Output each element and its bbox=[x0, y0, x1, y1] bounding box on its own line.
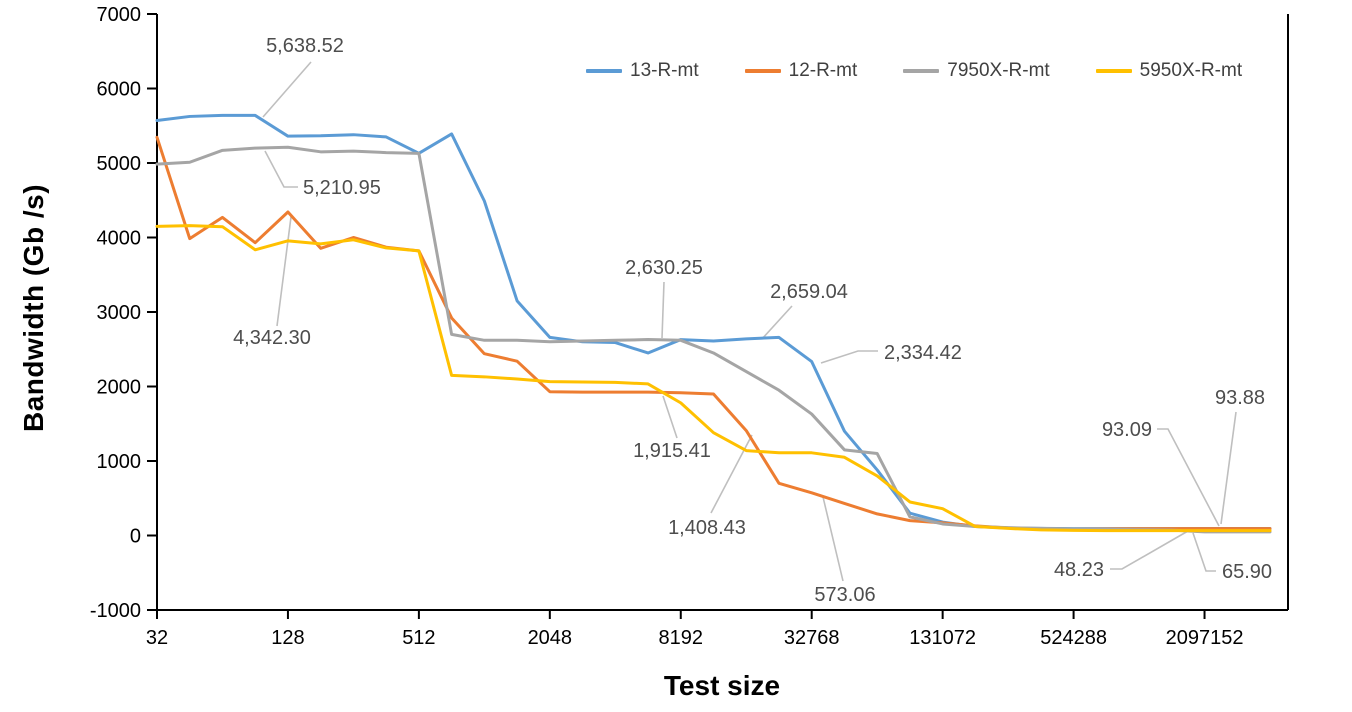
legend-line-swatch bbox=[744, 69, 781, 73]
legend-item-13-r-mt: 13-R-mt bbox=[586, 60, 699, 82]
annotation-leader-line bbox=[1192, 532, 1216, 572]
data-label: 2,630.25 bbox=[625, 257, 703, 279]
x-tick-label: 131072 bbox=[909, 627, 976, 649]
legend-item-12-r-mt: 12-R-mt bbox=[744, 60, 858, 82]
data-label: 93.09 bbox=[1102, 419, 1152, 441]
annotation-leader-line bbox=[276, 216, 292, 327]
data-label: 573.06 bbox=[814, 584, 875, 606]
x-tick-label: 32768 bbox=[784, 627, 840, 649]
data-label: 93.88 bbox=[1215, 387, 1265, 409]
annotation-leader-line bbox=[661, 281, 665, 339]
y-tick-label: 4000 bbox=[97, 228, 142, 250]
annotation-leader-line bbox=[1220, 411, 1237, 525]
legend-line-swatch bbox=[586, 69, 622, 73]
annotation-leader-line bbox=[761, 305, 793, 340]
legend-label: 7950X-R-mt bbox=[947, 60, 1050, 81]
y-tick-label: 7000 bbox=[97, 4, 142, 26]
legend-item-5950x-r-mt: 5950X-R-mt bbox=[1095, 60, 1243, 82]
y-tick-label: 2000 bbox=[97, 377, 142, 399]
legend: 13-R-mt 12-R-mt 7950X-R-mt 5950X-R-mt bbox=[586, 60, 1242, 82]
legend-item-7950x-r-mt: 7950X-R-mt bbox=[903, 60, 1050, 82]
x-tick-label: 2097152 bbox=[1166, 627, 1244, 649]
x-axis-title: Test size bbox=[663, 670, 781, 701]
x-tick-label: 524288 bbox=[1040, 627, 1107, 649]
annotation-leader-line bbox=[662, 395, 678, 439]
annotation-leader-line bbox=[262, 61, 312, 118]
legend-label: 12-R-mt bbox=[788, 60, 858, 81]
x-tick-label: 32 bbox=[146, 627, 168, 649]
annotation-leader-line bbox=[822, 496, 844, 582]
y-tick-label: 3000 bbox=[97, 302, 142, 324]
data-label: 48.23 bbox=[1054, 559, 1104, 581]
y-tick-label: 5000 bbox=[97, 153, 142, 175]
annotation-leader-line bbox=[264, 150, 298, 188]
data-label: 2,659.04 bbox=[770, 281, 848, 303]
data-label: 5,210.95 bbox=[303, 177, 381, 199]
annotation-leader-line bbox=[710, 434, 753, 514]
data-label: 1,408.43 bbox=[668, 517, 746, 539]
x-tick-label: 128 bbox=[271, 627, 304, 649]
legend-line-swatch bbox=[903, 69, 940, 73]
x-tick-label: 512 bbox=[402, 627, 435, 649]
data-label: 5,638.52 bbox=[266, 35, 344, 57]
y-tick-label: 0 bbox=[130, 526, 141, 548]
legend-label: 5950X-R-mt bbox=[1139, 60, 1243, 81]
annotation-leader-line bbox=[820, 350, 878, 364]
data-label: 65.90 bbox=[1222, 561, 1272, 583]
y-axis-title: Bandwidth (Gb /s) bbox=[18, 183, 49, 433]
legend-label: 13-R-mt bbox=[630, 60, 699, 81]
y-tick-label: 1000 bbox=[97, 451, 142, 473]
annotation-leader-line bbox=[1157, 428, 1220, 527]
series-line-5950x-r-mt bbox=[155, 224, 1272, 533]
x-tick-label: 2048 bbox=[528, 627, 573, 649]
data-label: 4,342.30 bbox=[233, 327, 311, 349]
data-label: 2,334.42 bbox=[884, 342, 962, 364]
y-tick-label: 6000 bbox=[97, 79, 142, 101]
annotation-leader-line bbox=[1110, 530, 1189, 570]
data-label: 1,915.41 bbox=[633, 440, 711, 462]
x-tick-label: 8192 bbox=[659, 627, 704, 649]
legend-line-swatch bbox=[1095, 69, 1132, 73]
y-tick-label: -1000 bbox=[90, 600, 141, 622]
